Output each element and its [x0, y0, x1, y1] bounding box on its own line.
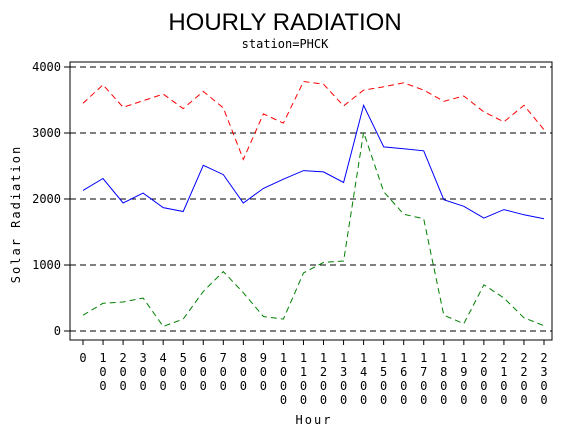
- chart-title: HOURLY RADIATION: [168, 9, 401, 36]
- y-tick-label: 2000: [32, 192, 61, 206]
- x-axis: 0 1 0 0 2 0 0 3 0 0 4 0 0 5 0 0 6 0 0 7 0 0 8 0 0 9 0 0 1 0 0 0 1 1 0 0 1 2 0 0…: [79, 340, 548, 407]
- x-tick-label: 0: [79, 351, 86, 365]
- y-tick-label: 1000: [32, 258, 61, 272]
- series-line-3: [82, 132, 545, 328]
- y-axis: 0 1000 2000 3000 4000: [32, 60, 70, 338]
- y-axis-label: Solar Radiation: [9, 145, 23, 283]
- y-tick-label: 4000: [32, 60, 61, 74]
- series-line-1: [82, 80, 545, 161]
- series-line-2: [82, 103, 545, 220]
- y-tick-label: 0: [54, 324, 61, 338]
- plot-frame: [69, 61, 553, 341]
- series-group: [82, 80, 545, 328]
- y-tick-label: 3000: [32, 126, 61, 140]
- x-axis-label: Hour: [296, 413, 333, 427]
- grid-lines: [70, 66, 552, 332]
- chart-subtitle: station=PHCK: [242, 37, 329, 51]
